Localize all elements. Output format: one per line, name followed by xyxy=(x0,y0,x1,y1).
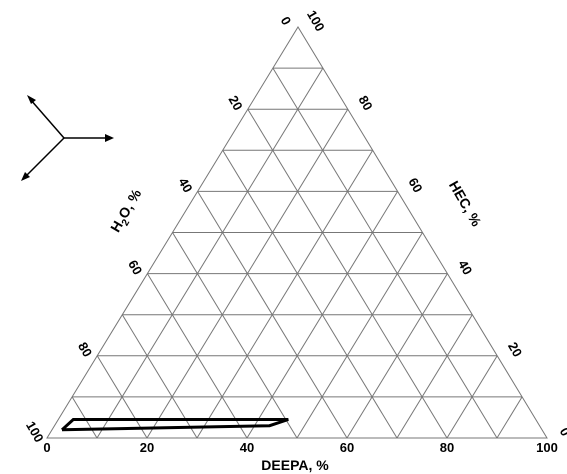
grid-line-h2o xyxy=(71,396,98,439)
right-tick-label: 20 xyxy=(505,340,525,360)
grid-line-h2o xyxy=(172,232,298,439)
bottom-tick-label: 60 xyxy=(340,440,354,455)
right-tick-label: 80 xyxy=(356,93,376,113)
right-axis-label: HEC, % xyxy=(446,178,485,230)
grid-line-deepa xyxy=(446,355,498,439)
grid-line-deepa xyxy=(396,314,473,439)
direction-arrows-icon xyxy=(21,95,114,181)
grid-line-h2o xyxy=(222,150,398,439)
bottom-axis-label: DEEPA, % xyxy=(261,457,329,473)
bottom-tick-label: 0 xyxy=(43,440,50,455)
left-axis-label: H2O, % xyxy=(107,186,148,237)
left-tick-label: 0 xyxy=(278,14,295,28)
bottom-tick-label: 80 xyxy=(440,440,454,455)
bottom-tick-label: 40 xyxy=(240,440,254,455)
grid-lines xyxy=(71,67,523,439)
grid-line-h2o xyxy=(96,355,148,439)
grid-line-h2o xyxy=(121,314,198,439)
left-tick-label: 20 xyxy=(226,93,246,113)
grid-line-deepa xyxy=(496,396,523,439)
right-tick-label: 60 xyxy=(405,175,425,195)
bottom-tick-label: 100 xyxy=(536,440,558,455)
triangle-frame xyxy=(46,26,548,439)
left-tick-label: 80 xyxy=(75,340,95,360)
right-tick-label: 100 xyxy=(304,8,328,34)
composition-region xyxy=(60,418,289,432)
left-tick-label: 40 xyxy=(175,175,195,195)
grid-line-deepa xyxy=(196,150,374,439)
grid-line-deepa xyxy=(296,232,423,439)
right-tick-label: 0 xyxy=(557,425,567,439)
grid-line-deepa xyxy=(346,273,448,439)
grid-line-h2o xyxy=(272,67,498,439)
grid-line-h2o xyxy=(146,273,248,439)
left-tick-label: 60 xyxy=(125,257,145,277)
grid-line-deepa xyxy=(96,67,324,439)
right-tick-label: 40 xyxy=(455,257,475,277)
bottom-tick-label: 20 xyxy=(140,440,154,455)
